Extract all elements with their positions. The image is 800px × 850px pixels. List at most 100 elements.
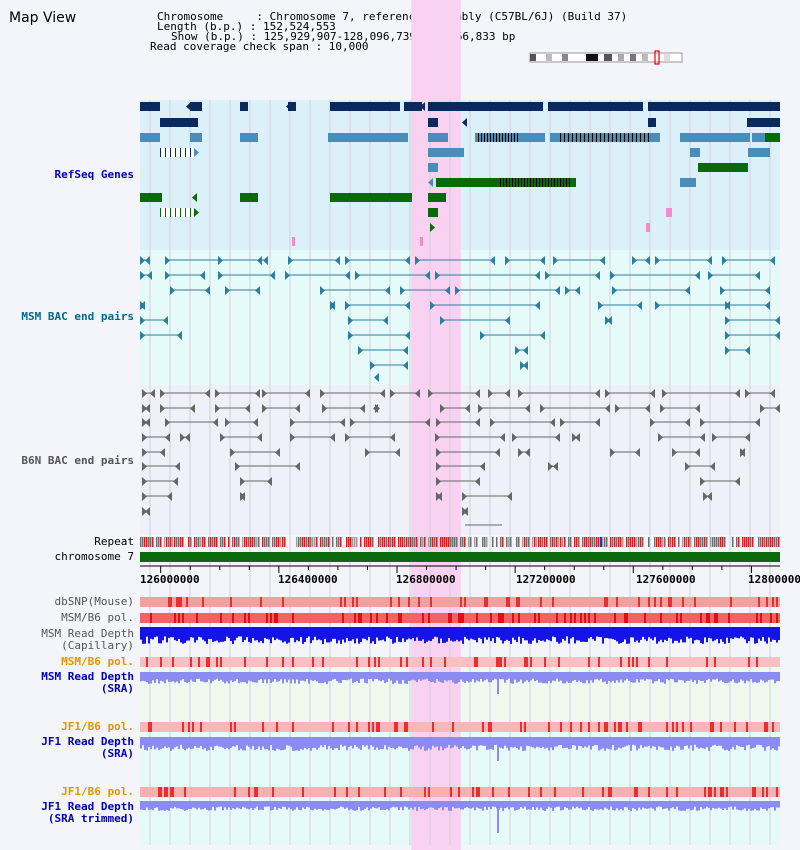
read-depth-bar <box>568 737 570 750</box>
read-depth-bar <box>772 627 774 640</box>
gene-intron-mark <box>616 133 617 142</box>
read-depth-bar <box>722 672 724 682</box>
density-cell <box>184 613 186 623</box>
repeat-element <box>724 537 726 547</box>
density-cell <box>454 613 456 623</box>
read-depth-bar <box>712 737 714 746</box>
density-cell <box>660 613 662 623</box>
read-depth-bar <box>470 801 472 809</box>
read-depth-bar <box>310 801 312 810</box>
density-cell <box>182 613 184 623</box>
read-depth-bar <box>198 627 200 637</box>
density-cell <box>230 597 232 607</box>
repeat-element <box>658 537 660 547</box>
density-cell <box>604 613 606 623</box>
read-depth-bar <box>630 737 632 751</box>
gene-intron-mark <box>527 178 528 187</box>
read-depth-bar <box>602 627 604 644</box>
read-depth-bar <box>466 737 468 750</box>
read-depth-bar <box>518 737 520 750</box>
density-cell <box>766 657 768 667</box>
read-depth-bar <box>604 801 606 808</box>
density-cell <box>642 657 644 667</box>
read-depth-bar <box>348 627 350 642</box>
read-depth-bar <box>152 737 154 746</box>
read-depth-bar <box>734 801 736 807</box>
density-cell <box>778 613 780 623</box>
density-cell <box>448 597 450 607</box>
read-depth-bar <box>264 801 266 807</box>
density-cell <box>250 597 252 607</box>
read-depth-bar <box>684 737 686 746</box>
density-cell <box>284 787 286 797</box>
read-depth-bar <box>492 737 494 750</box>
density-cell <box>380 722 382 732</box>
density-cell <box>328 657 330 667</box>
chromosome-bar <box>140 552 780 562</box>
density-cell <box>370 597 372 607</box>
read-depth-bar <box>190 737 192 749</box>
read-depth-bar <box>442 672 444 683</box>
density-cell <box>738 722 740 732</box>
strand-arrow <box>192 193 197 202</box>
density-cell <box>416 722 418 732</box>
read-depth-bar <box>632 737 634 745</box>
density-cell <box>582 613 584 623</box>
density-cell <box>712 613 714 623</box>
read-depth-bar <box>768 737 770 746</box>
repeat-element <box>528 537 530 547</box>
density-cell <box>676 657 678 667</box>
density-cell <box>310 722 312 732</box>
density-cell <box>520 722 522 732</box>
density-cell <box>590 722 592 732</box>
density-cell <box>494 597 496 607</box>
density-cell <box>328 722 330 732</box>
read-depth-bar <box>360 801 362 811</box>
read-depth-bar <box>706 627 708 643</box>
read-depth-bar <box>244 627 246 641</box>
read-depth-bar <box>758 737 760 745</box>
jf1-read-depth-trimmed-label: JF1 Read Depth (SRA trimmed) <box>41 800 134 825</box>
density-cell <box>436 613 438 623</box>
read-depth-bar <box>330 672 332 681</box>
density-cell <box>550 787 552 797</box>
density-cell <box>296 613 298 623</box>
read-depth-bar <box>354 672 356 682</box>
read-depth-bar <box>406 737 408 749</box>
density-cell <box>278 657 280 667</box>
read-depth-bar <box>606 801 608 809</box>
density-cell <box>450 657 452 667</box>
read-depth-bar <box>346 737 348 751</box>
density-cell <box>776 787 778 797</box>
density-cell <box>392 722 394 732</box>
strand-arrow <box>650 418 655 427</box>
density-cell <box>248 597 250 607</box>
read-depth-bar <box>254 801 256 809</box>
density-cell <box>486 787 488 797</box>
density-cell <box>610 613 612 623</box>
density-cell <box>324 613 326 623</box>
read-depth-bar <box>410 737 412 749</box>
density-cell <box>558 597 560 607</box>
density-cell <box>496 787 498 797</box>
read-depth-bar <box>510 672 512 684</box>
repeat-element <box>510 537 512 547</box>
density-cell <box>446 657 448 667</box>
density-cell <box>244 787 246 797</box>
density-cell <box>730 657 732 667</box>
density-cell <box>544 613 546 623</box>
density-cell <box>240 657 242 667</box>
read-depth-bar <box>254 672 256 683</box>
read-depth-bar <box>672 627 674 644</box>
density-cell <box>252 613 254 623</box>
density-cell <box>536 597 538 607</box>
read-depth-bar <box>204 627 206 642</box>
read-depth-bar <box>440 672 442 683</box>
density-cell <box>654 657 656 667</box>
density-cell <box>332 597 334 607</box>
density-cell <box>638 722 640 732</box>
read-depth-bar <box>250 801 252 808</box>
density-cell <box>674 722 676 732</box>
read-depth-bar <box>296 672 298 680</box>
